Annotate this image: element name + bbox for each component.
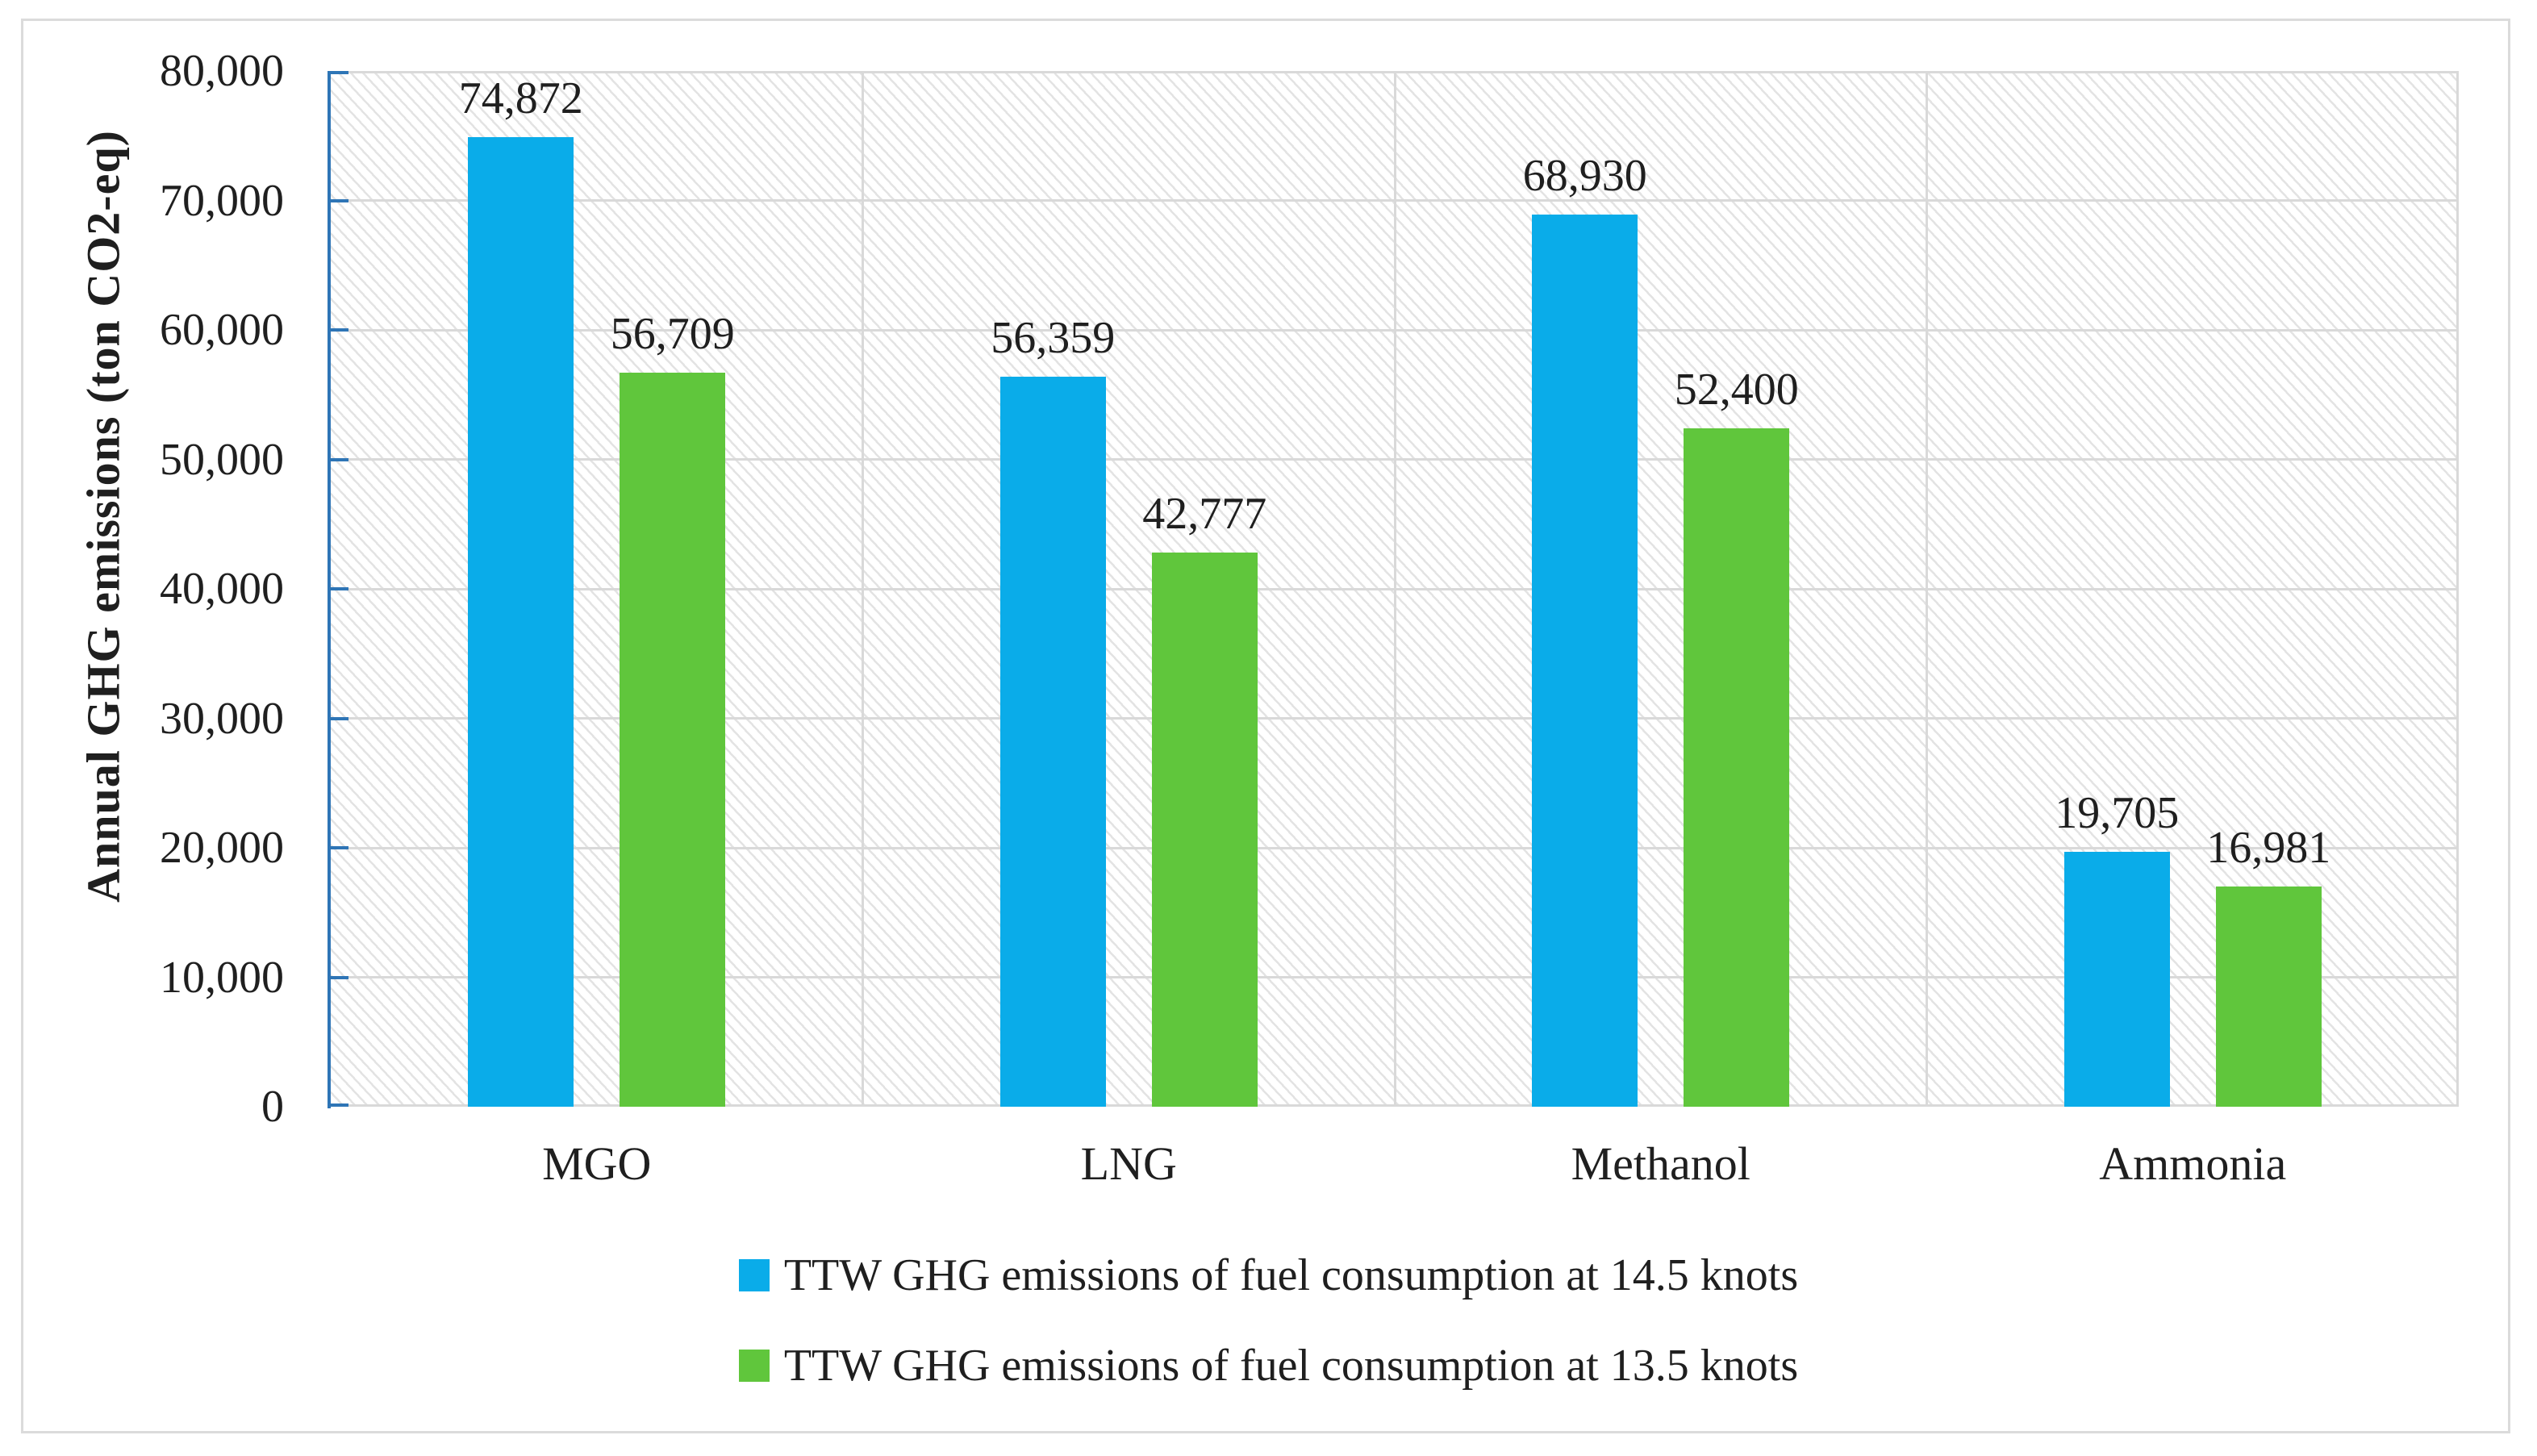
bar-value-label-ammonia-series-2: 16,981	[2206, 823, 2331, 874]
category-label-methanol: Methanol	[1571, 1137, 1750, 1190]
y-tick-label-10000: 10,000	[160, 952, 284, 1003]
y-tick-label-60000: 60,000	[160, 305, 284, 355]
legend-marker-series-1	[738, 1259, 770, 1291]
y-tick-label-50000: 50,000	[160, 434, 284, 485]
y-axis-tick-70000	[331, 198, 348, 202]
y-tick-label-30000: 30,000	[160, 693, 284, 744]
legend-item-1: TTW GHG emissions of fuel consumption at…	[738, 1249, 1799, 1301]
bar-mgo-series-2	[620, 372, 726, 1107]
y-tick-label-40000: 40,000	[160, 564, 284, 614]
category-label-mgo: MGO	[542, 1137, 652, 1190]
y-tick-label-80000: 80,000	[160, 46, 284, 96]
legend-label-series-1: TTW GHG emissions of fuel consumption at…	[783, 1250, 1799, 1300]
plot-area: 74,872 56,709 56,359 42,777 68,930 52,400 19,7…	[328, 71, 2459, 1108]
bar-ammonia-series-1	[2063, 851, 2170, 1107]
legend-item-2: TTW GHG emissions of fuel consumption at…	[738, 1340, 1799, 1391]
bar-value-label-lng-series-1: 56,359	[991, 313, 1116, 364]
bar-value-label-mgo-series-2: 56,709	[610, 308, 735, 359]
y-axis-tick-labels: 0 10,000 20,000 30,000 40,000 50,000 60,000 70,…	[0, 46, 284, 1132]
bar-value-label-ammonia-series-1: 19,705	[2055, 787, 2180, 838]
bar-mgo-series-1	[468, 137, 574, 1107]
bar-lng-series-2	[1151, 553, 1258, 1107]
bar-ammonia-series-2	[2215, 887, 2322, 1107]
bar-methanol-series-2	[1684, 428, 1790, 1107]
legend: TTW GHG emissions of fuel consumption at…	[0, 1249, 2537, 1391]
bar-value-label-mgo-series-1: 74,872	[458, 73, 583, 124]
gridline-v-1	[862, 71, 864, 1107]
bar-methanol-series-1	[1532, 214, 1638, 1107]
y-axis-tick-40000	[331, 587, 348, 590]
legend-label-series-2: TTW GHG emissions of fuel consumption at…	[783, 1341, 1799, 1391]
gridline-v-4	[2456, 71, 2459, 1107]
category-label-lng: LNG	[1080, 1137, 1177, 1190]
gridline-v-3	[1926, 71, 1928, 1107]
category-label-ammonia: Ammonia	[2099, 1137, 2287, 1190]
bar-value-label-methanol-series-1: 68,930	[1522, 150, 1647, 201]
y-axis-tick-0	[331, 1103, 348, 1107]
gridline-v-2	[1393, 71, 1396, 1107]
x-axis-category-labels: MGO LNG Methanol Ammonia	[331, 1136, 2459, 1192]
y-tick-label-20000: 20,000	[160, 823, 284, 873]
bar-value-label-lng-series-2: 42,777	[1142, 489, 1267, 540]
bar-value-label-methanol-series-2: 52,400	[1674, 364, 1799, 415]
y-tick-label-0: 0	[261, 1082, 284, 1132]
y-axis-tick-10000	[331, 975, 348, 979]
bar-lng-series-1	[999, 377, 1106, 1107]
y-axis-tick-30000	[331, 716, 348, 720]
y-axis-tick-80000	[331, 71, 348, 74]
y-axis-tick-60000	[331, 328, 348, 332]
y-axis-line	[328, 71, 331, 1108]
y-axis-tick-20000	[331, 846, 348, 849]
legend-marker-series-2	[738, 1350, 770, 1382]
y-axis-tick-50000	[331, 457, 348, 461]
y-tick-label-70000: 70,000	[160, 175, 284, 226]
